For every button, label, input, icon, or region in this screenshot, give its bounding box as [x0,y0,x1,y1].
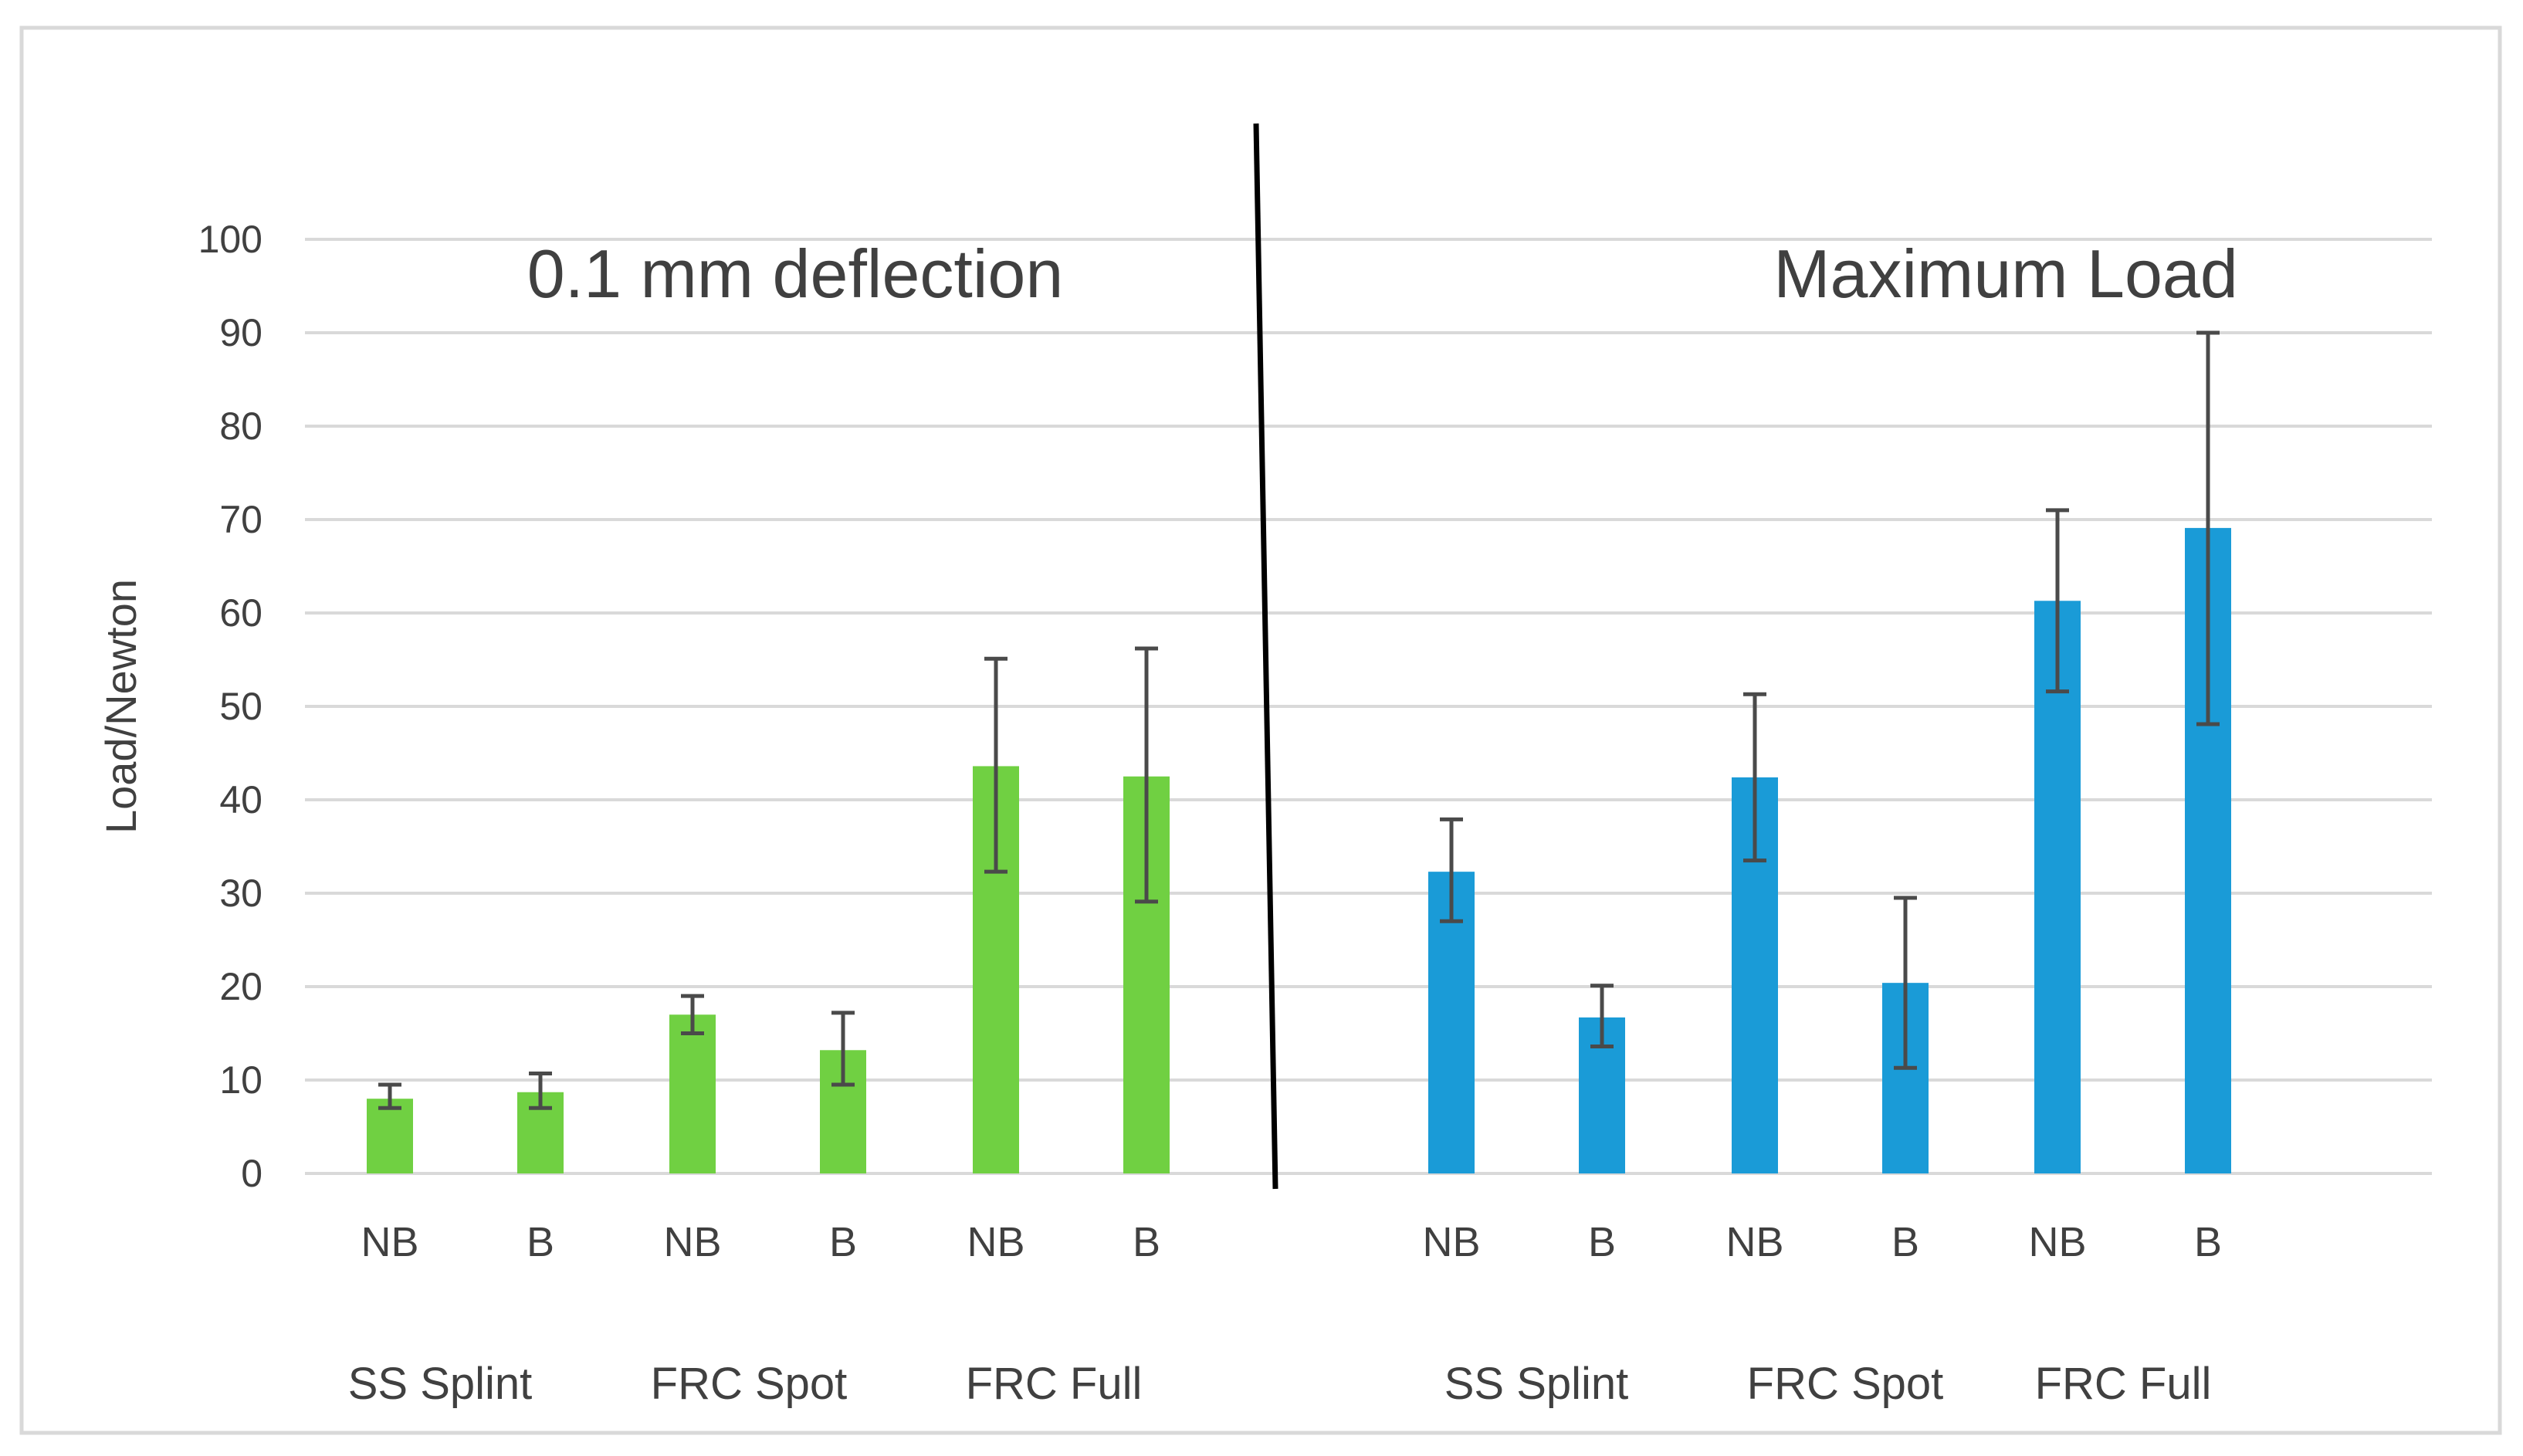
x-tick-label: B [2194,1219,2222,1265]
x-tick-label: NB [1422,1219,1480,1265]
x-tick-label: NB [361,1219,418,1265]
y-tick-label: 20 [219,965,262,1008]
y-tick-label: 100 [198,218,262,261]
y-axis-ticks: 0 10 20 30 40 50 60 70 80 90 100 [198,218,262,1195]
y-tick-label: 0 [241,1152,262,1195]
y-tick-label: 30 [219,872,262,915]
x-tick-label: NB [967,1219,1024,1265]
x-tick-label: B [1133,1219,1160,1265]
group-label: FRC Spot [651,1359,848,1409]
group-label: SS Splint [348,1359,533,1409]
y-tick-label: 40 [219,778,262,821]
x-axis-ticks: NB B NB B NB B SS Splint FRC Spot FRC Full NB B NB B… [348,1219,2222,1409]
panel-title-deflection: 0.1 mm deflection [527,235,1064,312]
y-tick-label: 60 [219,591,262,635]
bar-0-2 [669,1014,716,1173]
x-tick-label: NB [1725,1219,1783,1265]
x-tick-label: B [527,1219,554,1265]
panel-title-max-load: Maximum Load [1773,235,2238,312]
y-tick-label: 90 [219,311,262,354]
group-label: FRC Full [966,1359,1143,1409]
y-axis-title: Load/Newton [97,579,145,834]
x-tick-label: B [829,1219,857,1265]
y-tick-label: 80 [219,405,262,448]
group-label: FRC Full [2035,1359,2212,1409]
group-label: FRC Spot [1747,1359,1944,1409]
x-tick-label: NB [2028,1219,2086,1265]
x-tick-label: B [1588,1219,1616,1265]
y-tick-label: 10 [219,1058,262,1102]
panel-divider [1253,123,1278,1190]
bar-1-4 [2034,601,2081,1173]
group-label: SS Splint [1444,1359,1629,1409]
x-tick-label: NB [663,1219,721,1265]
x-tick-label: B [1891,1219,1919,1265]
bar-0-0 [367,1099,413,1173]
y-tick-label: 70 [219,498,262,541]
y-tick-label: 50 [219,685,262,728]
bars [367,330,2231,1173]
